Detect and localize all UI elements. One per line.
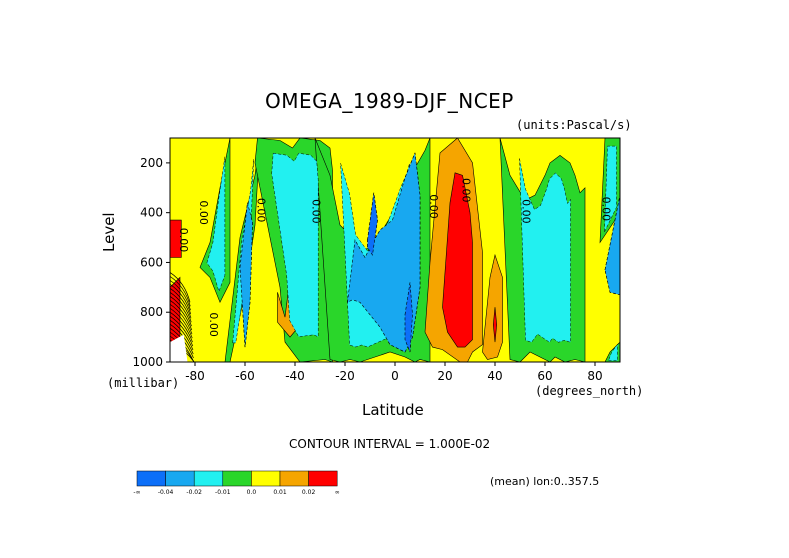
y-tick-label-3: 800 xyxy=(140,305,163,319)
colorbar-swatch-0 xyxy=(136,470,166,487)
x-tick-label-8: 80 xyxy=(587,369,602,383)
contour-inner-4 xyxy=(519,158,571,343)
gradient-line-12 xyxy=(169,319,194,351)
gradient-line-4 xyxy=(169,288,192,319)
contour-label-1: 0.00 xyxy=(197,200,210,225)
contour-interval-label: CONTOUR INTERVAL = 1.000E-02 xyxy=(289,437,491,451)
x-tick-label-2: -40 xyxy=(285,369,305,383)
gradient-line-10 xyxy=(169,311,193,343)
topography-mask xyxy=(170,334,188,362)
colorbar-swatch-3 xyxy=(222,470,252,487)
gradient-line-3 xyxy=(169,284,192,315)
units-label: (units:Pascal/s) xyxy=(516,118,632,132)
x-tick-label-4: 0 xyxy=(391,369,399,383)
x-tick-label-5: 20 xyxy=(437,369,452,383)
contour-core-7 xyxy=(239,202,253,348)
colorbar-label-2: -0.02 xyxy=(186,489,202,496)
colorbar-swatch-5 xyxy=(279,470,309,487)
colorbar-label-6: 0.02 xyxy=(302,489,316,496)
contour-inner-6 xyxy=(608,343,618,361)
x-tick-label-7: 60 xyxy=(537,369,552,383)
colorbar-label-5: 0.01 xyxy=(273,489,287,496)
colorbar-swatch-2 xyxy=(193,470,224,487)
contour-region-16 xyxy=(492,307,498,343)
contour-core-10 xyxy=(367,192,378,256)
chart-title: OMEGA_1989-DJF_NCEP xyxy=(265,89,514,113)
colorbar-label-1: -0.04 xyxy=(158,489,174,496)
gradient-line-9 xyxy=(169,307,193,339)
gradient-line-8 xyxy=(169,303,193,335)
gradient-line-11 xyxy=(169,315,194,347)
contour-label-3: 0.00 xyxy=(255,198,268,223)
x-tick-label-0: -80 xyxy=(185,369,205,383)
x-axis-label: Latitude xyxy=(362,401,424,419)
contour-label-4: 0.00 xyxy=(310,199,323,224)
contour-region-15 xyxy=(442,172,473,348)
x-tick-label-1: -60 xyxy=(235,369,255,383)
mean-longitude-label: (mean) lon:0..357.5 xyxy=(490,475,600,488)
gradient-line-0 xyxy=(169,272,191,303)
y-tick-label-4: 1000 xyxy=(132,355,163,369)
gradient-line-7 xyxy=(169,299,193,331)
colorbar-label-4: 0.0 xyxy=(247,489,257,496)
contour-label-5: 0.00 xyxy=(427,194,440,219)
contour-inner-2 xyxy=(271,152,319,338)
contour-region-14 xyxy=(482,253,503,360)
y-tick-label-2: 600 xyxy=(140,255,163,269)
contour-label-0: 0.00 xyxy=(177,228,190,253)
y-tick-label-1: 400 xyxy=(140,206,163,220)
y-axis-units: (millibar) xyxy=(107,376,180,390)
contour-inner-5 xyxy=(604,145,617,232)
contour-inner-0 xyxy=(206,156,226,293)
colorbar-label-7: ∞ xyxy=(335,489,340,496)
colorbar-label-0: -∞ xyxy=(133,489,140,496)
contour-core-8 xyxy=(347,152,421,353)
gradient-line-5 xyxy=(169,292,192,323)
contour-label-8: 0.00 xyxy=(600,197,613,222)
gradient-line-2 xyxy=(169,280,191,311)
contour-label-6: 0.00 xyxy=(460,178,473,203)
y-tick-label-0: 200 xyxy=(140,156,163,170)
colorbar-swatch-4 xyxy=(251,470,281,487)
gradient-line-1 xyxy=(169,276,191,307)
colorbar-swatch-6 xyxy=(308,470,338,487)
contour-label-2: 0.00 xyxy=(207,312,220,337)
x-axis-units: (degrees_north) xyxy=(535,384,644,398)
x-tick-label-3: -20 xyxy=(335,369,355,383)
contour-label-7: 0.00 xyxy=(520,199,533,224)
x-tick-label-6: 40 xyxy=(487,369,502,383)
gradient-line-6 xyxy=(169,296,192,327)
colorbar-swatch-1 xyxy=(165,470,195,487)
colorbar-label-3: -0.01 xyxy=(215,489,231,496)
contour-core-11 xyxy=(404,282,413,353)
